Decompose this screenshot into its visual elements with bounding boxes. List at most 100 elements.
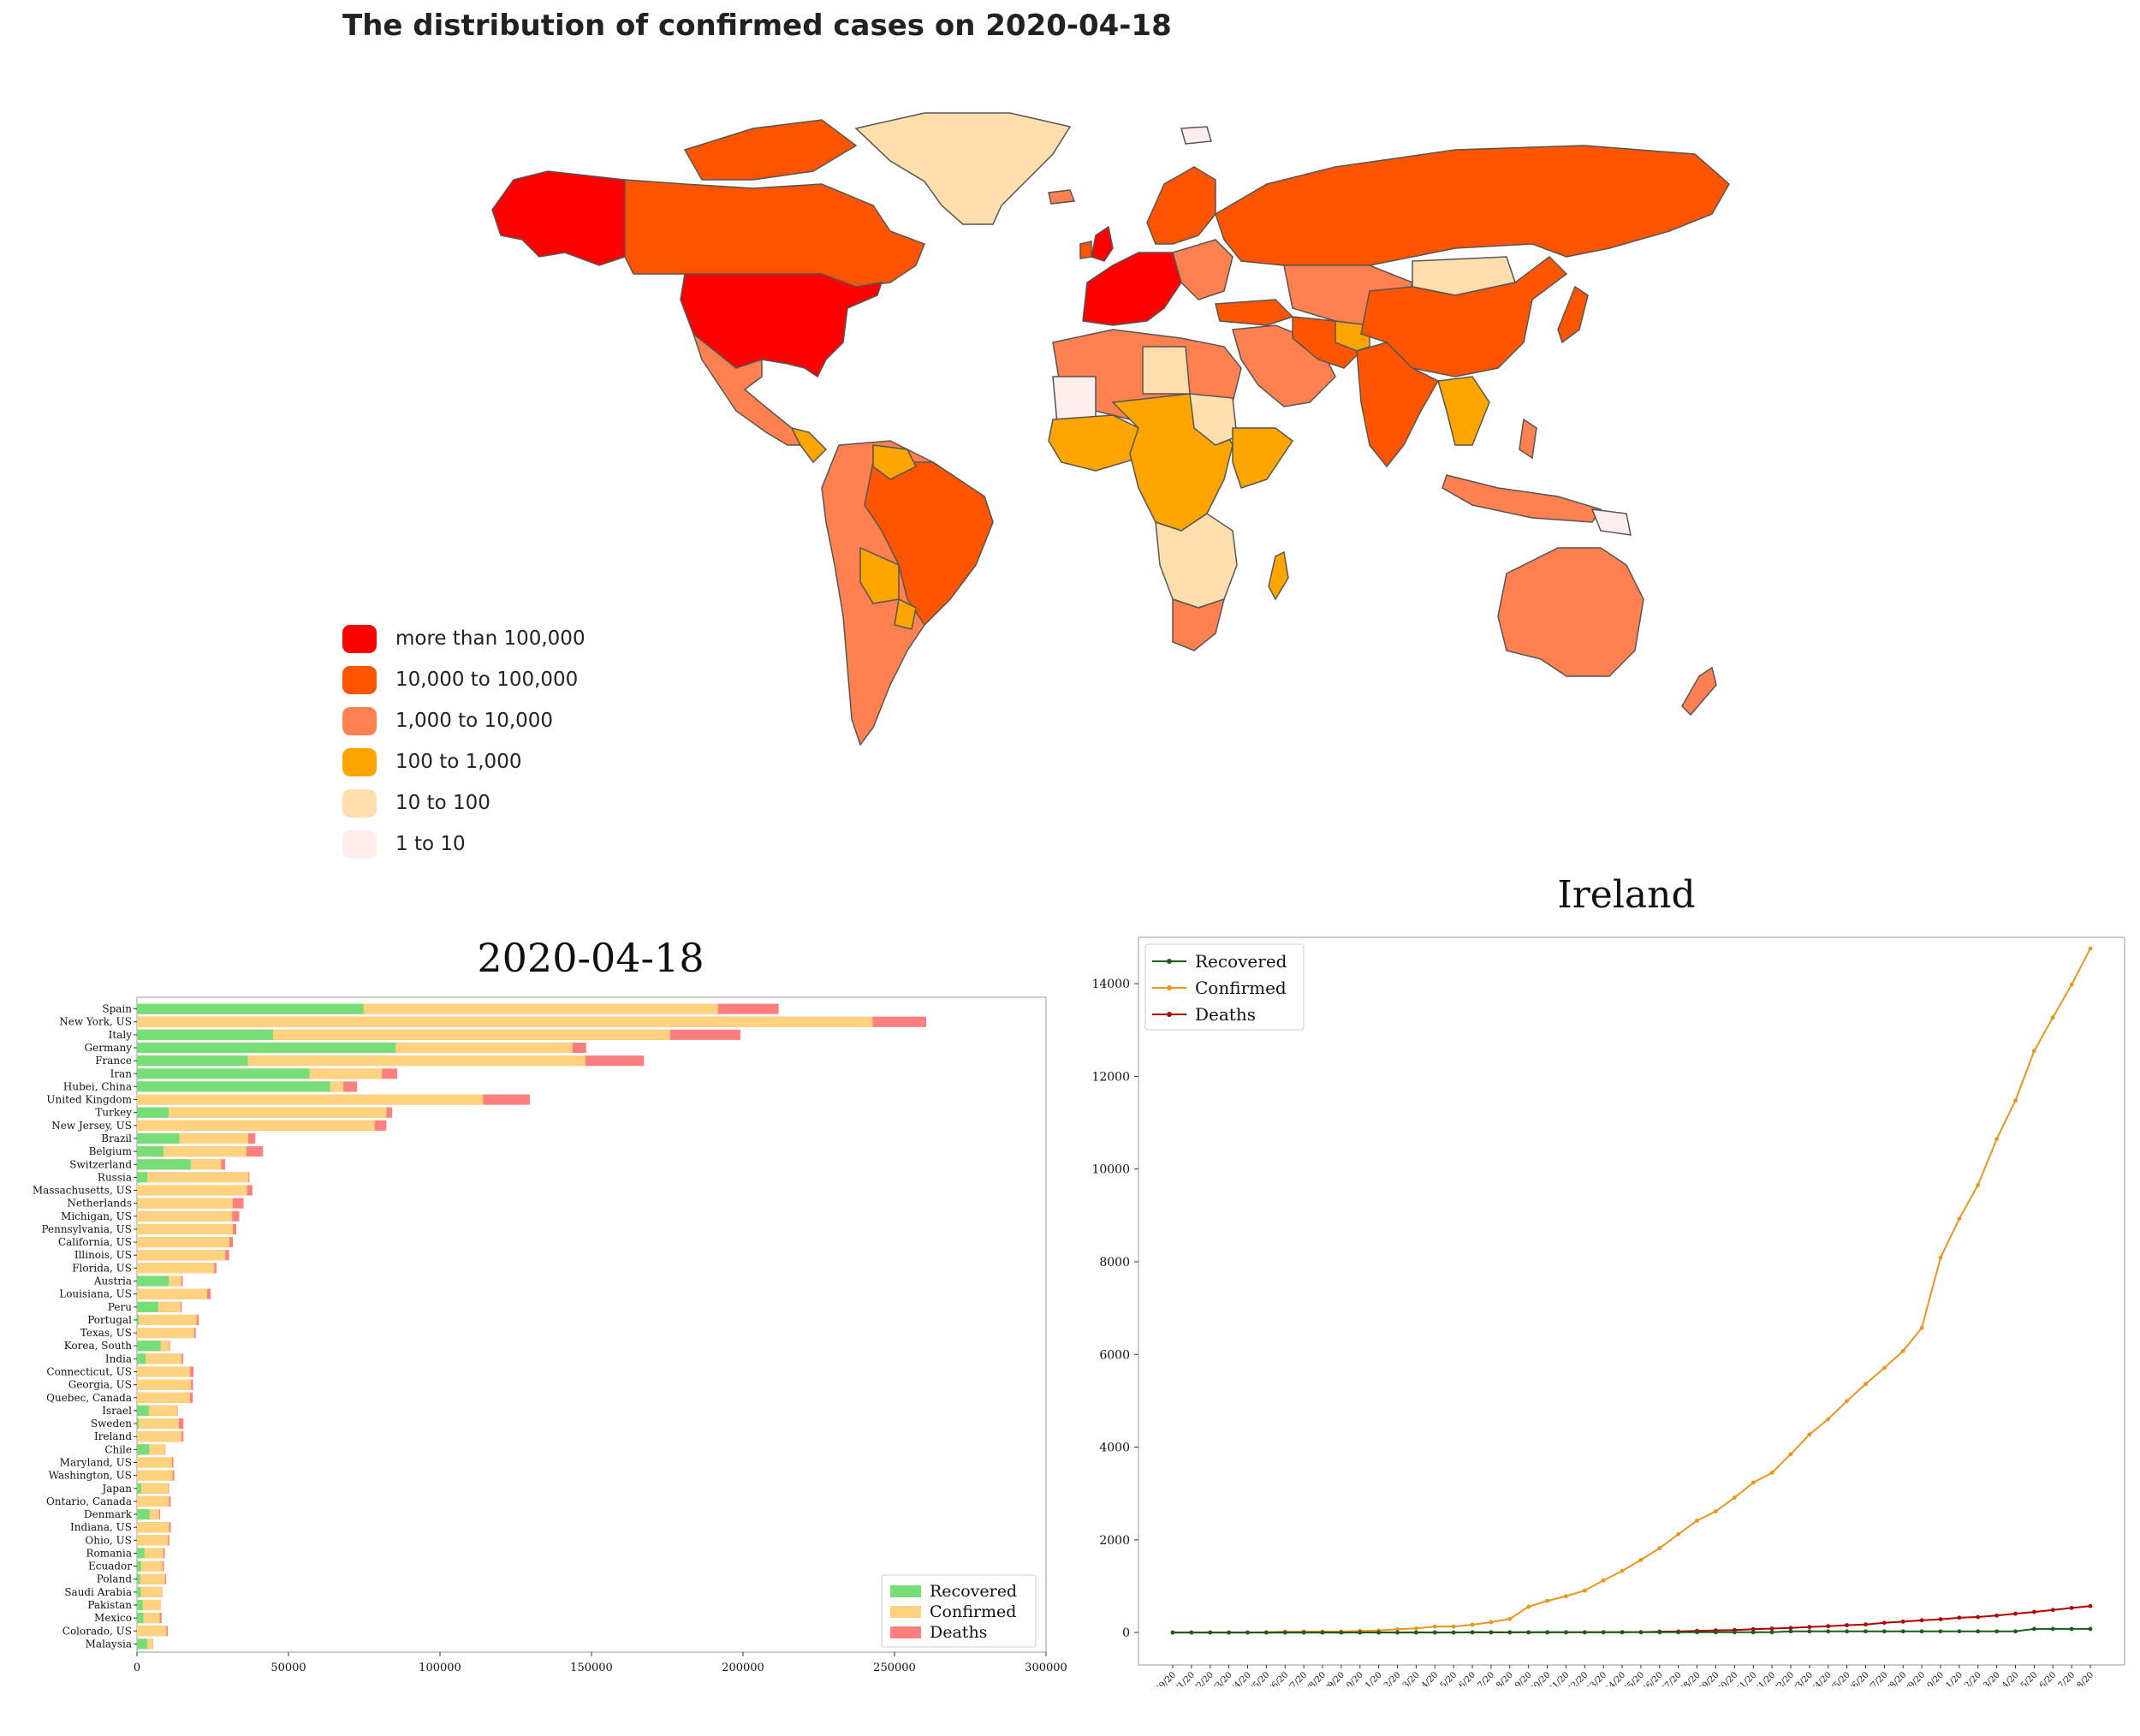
bar-recovered (137, 1353, 146, 1364)
point-recovered (1714, 1630, 1718, 1635)
map-w-europe (1082, 252, 1182, 326)
point-deaths (1845, 1623, 1849, 1627)
point-deaths (1994, 1613, 2000, 1618)
line-legend-marker (1167, 985, 1172, 990)
map-southern-africa (1155, 513, 1238, 609)
bar-confirmed (137, 1353, 182, 1364)
legend-item-over-100000: more than 100,000 (342, 618, 586, 659)
point-deaths (1807, 1625, 1812, 1630)
y-tick-label: Texas, US (80, 1327, 132, 1339)
y-tick-label: Malaysia (86, 1638, 132, 1650)
point-recovered (1189, 1630, 1194, 1635)
point-deaths (2050, 1608, 2055, 1613)
point-deaths (2013, 1611, 2018, 1616)
map-indonesia (1442, 474, 1602, 523)
point-confirmed (1620, 1568, 1625, 1573)
y-tick-label: Japan (100, 1483, 132, 1495)
line-legend-label: Recovered (1195, 951, 1287, 972)
map-svalbard (1180, 126, 1212, 145)
map-madagascar (1268, 550, 1289, 601)
line-chart-frame (1138, 936, 2125, 1666)
y-tick-label: Portugal (87, 1314, 132, 1326)
y-tick-label: Spain (102, 1003, 132, 1015)
bar-recovered (137, 1198, 138, 1209)
bar-confirmed (137, 1392, 191, 1403)
y-tick-label: United Kingdom (46, 1094, 132, 1106)
bar-legend-swatch (890, 1606, 921, 1618)
point-recovered (2050, 1626, 2055, 1632)
point-recovered (1807, 1629, 1812, 1634)
legend-swatch (342, 829, 377, 859)
point-confirmed (1526, 1604, 1531, 1609)
bar-confirmed (137, 1237, 229, 1248)
point-confirmed (1994, 1137, 2000, 1142)
map-india (1356, 342, 1440, 468)
legend-label: 100 to 1,000 (395, 751, 522, 773)
bar-recovered (137, 1133, 180, 1144)
y-tick-label: Ecuador (88, 1561, 132, 1573)
point-confirmed (1976, 1182, 1981, 1187)
point-confirmed (1938, 1255, 1943, 1260)
legend-label: more than 100,000 (395, 627, 586, 650)
bar-recovered (137, 1107, 169, 1118)
bar-recovered (137, 1548, 145, 1559)
map-bolivia (859, 546, 900, 604)
point-confirmed (1395, 1626, 1400, 1632)
point-recovered (1564, 1630, 1568, 1635)
y-tick-label: Michigan, US (61, 1210, 132, 1222)
point-confirmed (1657, 1546, 1662, 1551)
point-deaths (1769, 1626, 1774, 1631)
map-new-zealand (1681, 666, 1717, 716)
bar-recovered (137, 1341, 161, 1352)
legend-item-1-10: 1 to 10 (342, 823, 586, 865)
point-deaths (1751, 1626, 1756, 1632)
y-tick-label: Romania (86, 1547, 132, 1559)
point-recovered (1470, 1630, 1475, 1635)
point-recovered (1864, 1629, 1868, 1634)
legend-swatch (342, 665, 377, 694)
bar-legend-swatch (890, 1626, 921, 1638)
line-chart: Ireland 0 2000 4000 6000 8000 10000 12000 14000 2… (1091, 873, 2125, 1686)
y-tick-label: Indiana, US (70, 1521, 132, 1533)
bar-confirmed (137, 1418, 179, 1430)
y-tick-label: Louisiana, US (59, 1288, 132, 1300)
map-paraguay (894, 597, 917, 630)
map-philippines (1519, 418, 1537, 460)
y-tick-label: Poland (97, 1573, 133, 1585)
point-deaths (1826, 1624, 1831, 1629)
point-recovered (1919, 1629, 1924, 1634)
y-tick-label: 14000 (1091, 978, 1130, 991)
point-confirmed (2031, 1049, 2036, 1054)
point-confirmed (1957, 1216, 1962, 1222)
point-recovered (1320, 1630, 1325, 1635)
point-recovered (1451, 1630, 1456, 1635)
x-tick-label: 0 (134, 1662, 140, 1674)
bar-confirmed (137, 1223, 234, 1235)
point-confirmed (1582, 1588, 1587, 1593)
y-tick-label: New Jersey, US (51, 1120, 132, 1132)
point-confirmed (1881, 1365, 1887, 1370)
point-recovered (1489, 1630, 1494, 1635)
bar-confirmed (137, 1483, 169, 1494)
point-confirmed (1470, 1622, 1475, 1627)
point-confirmed (1638, 1558, 1644, 1562)
point-recovered (1695, 1630, 1699, 1635)
point-recovered (1545, 1630, 1549, 1635)
y-tick-label: Pennsylvania, US (42, 1223, 133, 1235)
point-deaths (1938, 1617, 1943, 1621)
y-tick-label: Georgia, US (68, 1379, 132, 1391)
y-tick-label: Chile (104, 1443, 132, 1455)
map-canada (624, 179, 925, 301)
legend-swatch (342, 624, 377, 653)
line-legend-label: Deaths (1195, 1004, 1256, 1025)
point-recovered (1826, 1629, 1831, 1634)
y-tick-label: Sweden (91, 1418, 132, 1430)
point-confirmed (2013, 1098, 2018, 1103)
y-tick-label: Netherlands (67, 1198, 132, 1210)
point-confirmed (1695, 1518, 1699, 1523)
bar-legend-swatch (890, 1585, 921, 1597)
y-tick-label: 4000 (1099, 1442, 1130, 1455)
x-tick-label: 2/29/20 (1148, 1670, 1178, 1686)
bar-confirmed (137, 1328, 194, 1339)
x-tick-label: 300000 (1025, 1662, 1067, 1674)
